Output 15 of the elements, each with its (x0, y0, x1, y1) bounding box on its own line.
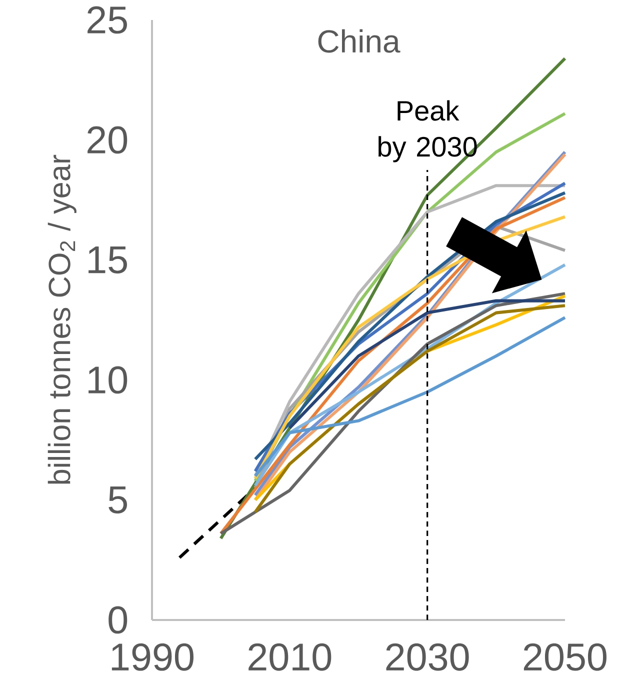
line-series (254, 316, 567, 478)
y-tick-label: 25 (88, 6, 127, 34)
x-tick-label: 2010 (248, 643, 332, 671)
y-tick-label: 20 (88, 126, 128, 154)
chart-title: China (318, 29, 400, 53)
y-tick-label: 0 (108, 606, 128, 634)
ref-line-label: Peak by 2030 (378, 100, 477, 162)
y-tick-label: 5 (108, 486, 128, 514)
y-axis-title: billion tonnes CO$_{2}$ / year (48, 154, 76, 484)
line-series (288, 299, 567, 430)
x-tick-label: 1990 (112, 643, 194, 671)
y-tick-label: 15 (88, 246, 127, 274)
x-tick-label: 2030 (386, 643, 469, 671)
x-tick-label: 2050 (524, 643, 606, 671)
y-tick-label: 10 (88, 366, 128, 394)
